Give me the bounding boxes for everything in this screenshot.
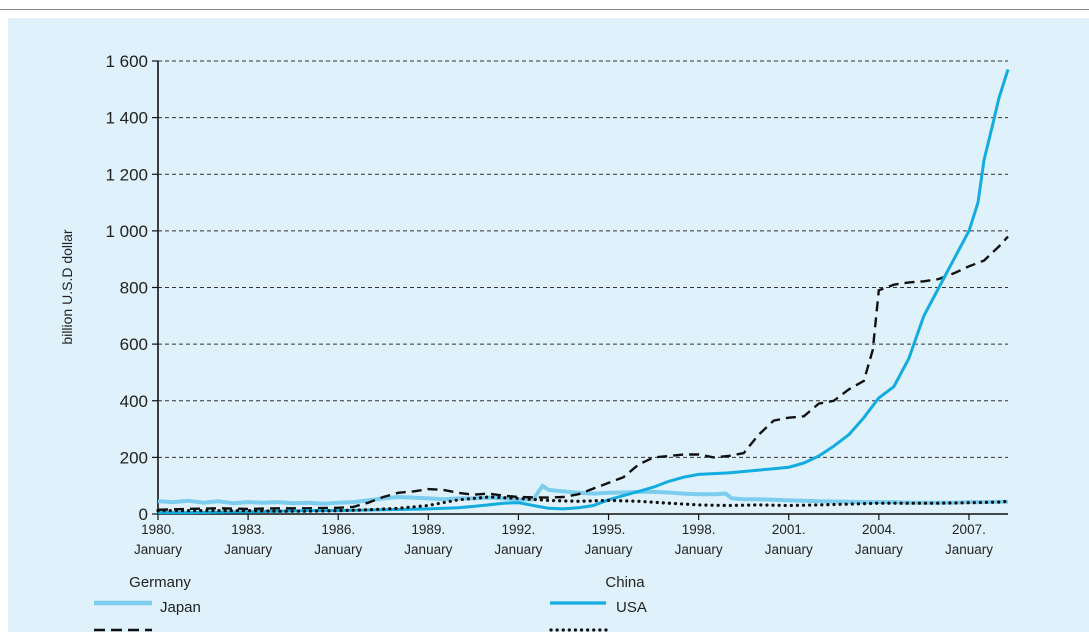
- series-lines: [156, 69, 1010, 515]
- legend-label-usa: USA: [616, 599, 647, 616]
- x-tick-sublabel-4: January: [494, 542, 542, 557]
- y-axis-label: billion U.S.D dollar: [59, 229, 75, 344]
- x-tick-sublabel-1: January: [224, 542, 272, 557]
- x-tick-sublabel-2: January: [314, 542, 362, 557]
- axes: [152, 60, 1008, 520]
- x-tick-label-3: 1989.: [411, 522, 445, 537]
- y-tick-label-3: 600: [120, 335, 148, 354]
- x-tick-label-5: 1995.: [592, 522, 626, 537]
- x-tick-label-0: 1980.: [141, 522, 175, 537]
- legend-label-japan: Japan: [160, 599, 201, 616]
- x-tick-label-8: 2004.: [862, 522, 896, 537]
- x-tick-sublabel-0: January: [134, 542, 182, 557]
- y-tick-label-8: 1 600: [105, 52, 148, 71]
- x-tick-label-1: 1983.: [231, 522, 265, 537]
- y-tick-label-5: 1 000: [105, 222, 148, 241]
- y-tick-label-2: 400: [120, 392, 148, 411]
- legend-label-germany: Germany: [129, 574, 191, 591]
- legend-label-china: China: [605, 574, 645, 591]
- series-line-japan: [157, 235, 1009, 511]
- x-tick-label-4: 1992.: [502, 522, 536, 537]
- chart-panel: [8, 18, 1089, 632]
- gridlines: [158, 60, 1008, 458]
- y-tick-label-4: 800: [120, 279, 148, 298]
- x-tick-label-6: 1998.: [682, 522, 716, 537]
- y-tick-label-0: 0: [139, 505, 148, 524]
- series-line-usa: [156, 495, 1010, 513]
- x-tick-sublabel-3: January: [404, 542, 452, 557]
- x-tick-label-7: 2001.: [772, 522, 806, 537]
- x-tick-sublabel-9: January: [945, 542, 993, 557]
- x-tick-sublabel-8: January: [855, 542, 903, 557]
- y-tick-label-1: 200: [120, 448, 148, 467]
- tick-labels: 0 200 400 600 800 1 000 1 200 1 400 1 600 1980. Ja…: [105, 52, 993, 557]
- y-tick-label-6: 1 200: [105, 165, 148, 184]
- series-line-china: [158, 69, 1010, 515]
- x-tick-label-2: 1986.: [321, 522, 355, 537]
- x-tick-label-9: 2007.: [952, 522, 986, 537]
- top-rule: [0, 9, 1089, 10]
- legend: Germany Japan China USA: [94, 574, 647, 632]
- y-tick-label-7: 1 400: [105, 109, 148, 128]
- series-line-germany: [157, 483, 1008, 506]
- x-tick-sublabel-5: January: [585, 542, 633, 557]
- x-tick-sublabel-7: January: [765, 542, 813, 557]
- x-tick-sublabel-6: January: [675, 542, 723, 557]
